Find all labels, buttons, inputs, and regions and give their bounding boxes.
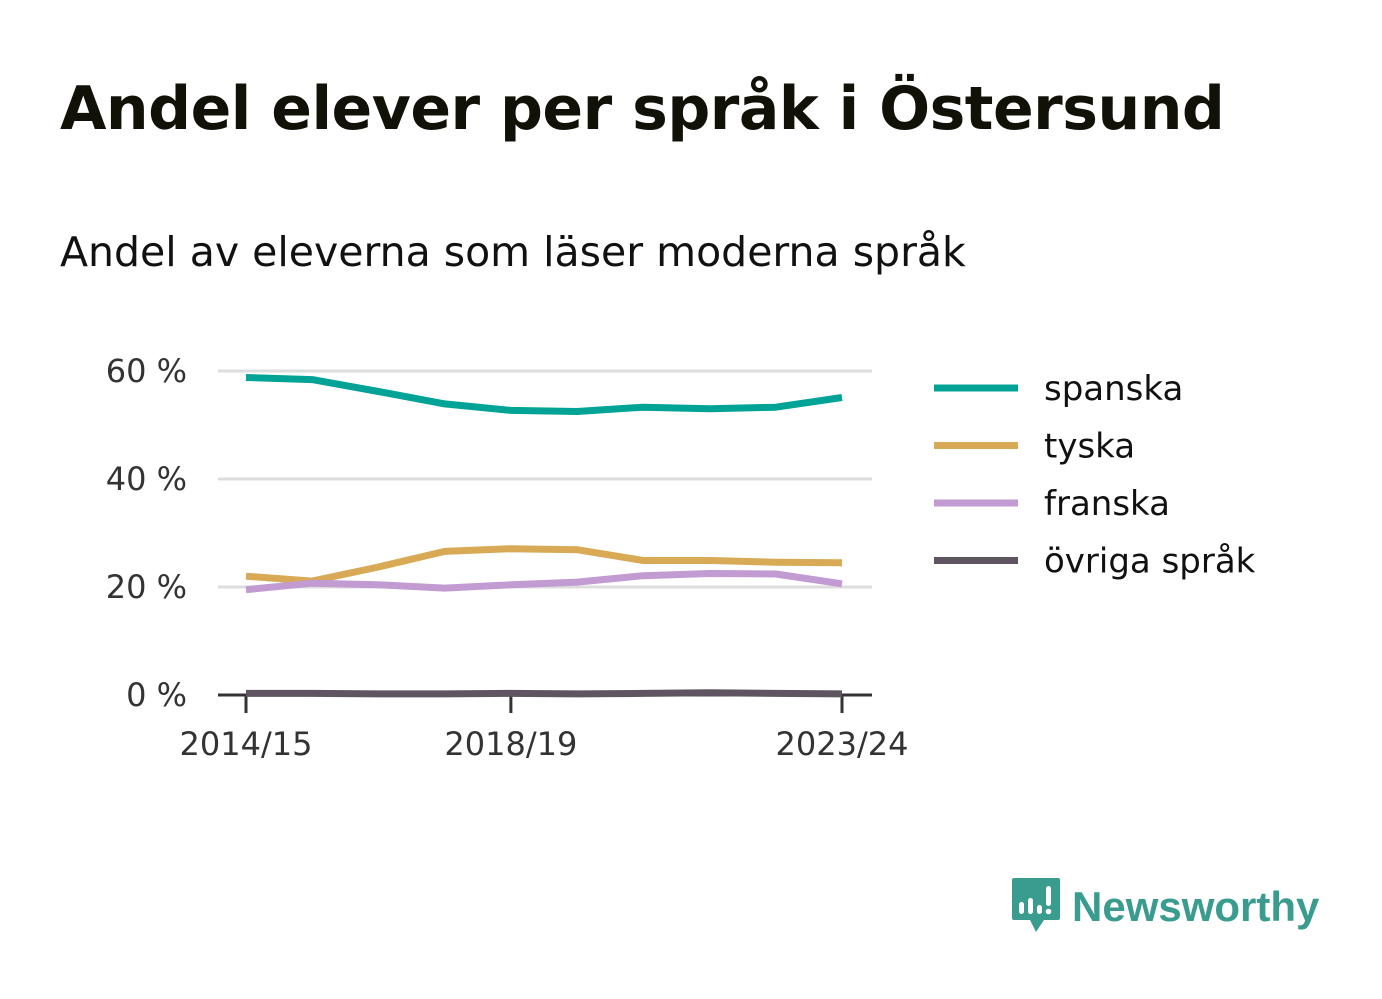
x-tick-label: 2014/15 — [180, 725, 313, 763]
legend-label: övriga språk — [1044, 542, 1256, 582]
legend-label: spanska — [1044, 369, 1183, 409]
series-lines — [245, 374, 843, 698]
legend-label: tyska — [1044, 427, 1135, 467]
legend-label: franska — [1044, 484, 1170, 524]
y-tick-label: 60 % — [106, 352, 187, 390]
series-line — [245, 570, 843, 594]
series-line — [245, 374, 843, 415]
y-tick-label: 0 % — [126, 676, 187, 714]
chart-subtitle: Andel av eleverna som läser moderna språ… — [60, 228, 966, 276]
y-tick-label: 40 % — [106, 460, 187, 498]
x-axis: 0 % 20 % 40 % 60 % 2014/15 2018/19 2023/24 — [106, 352, 909, 763]
series-line — [245, 545, 843, 585]
newsworthy-logo: Newsworthy — [1010, 876, 1319, 938]
chart-title: Andel elever per språk i Östersund — [60, 74, 1225, 144]
y-tick-label: 20 % — [106, 568, 187, 606]
x-tick-label: 2018/19 — [444, 725, 577, 763]
series-line — [246, 689, 843, 698]
x-tick-label: 2023/24 — [776, 725, 909, 763]
newsworthy-chart-bubble-icon — [1012, 878, 1060, 932]
legend: spanska tyska franska övriga språk — [934, 369, 1256, 582]
brand-name: Newsworthy — [1072, 883, 1320, 930]
gridlines — [218, 369, 872, 589]
